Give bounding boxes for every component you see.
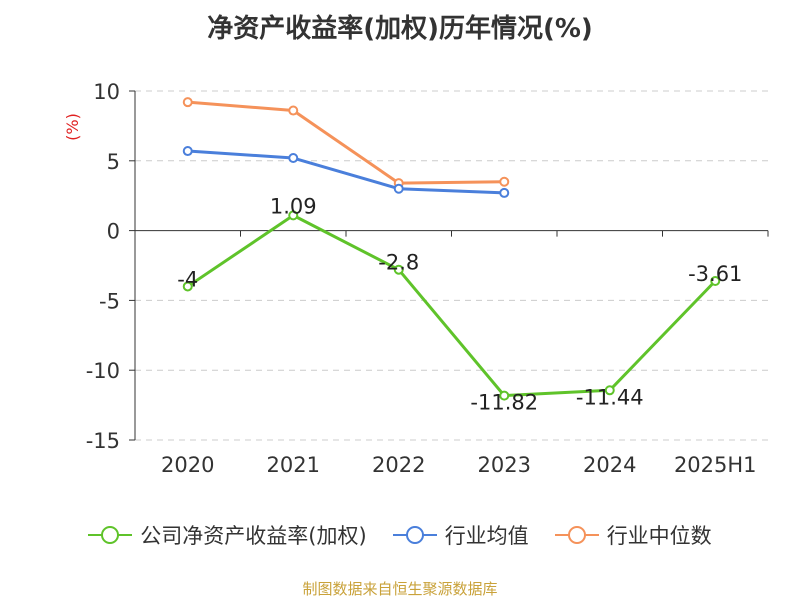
data-label: -4 — [177, 267, 198, 291]
data-point — [182, 146, 193, 157]
legend-marker-industry-median-icon — [554, 526, 599, 544]
data-source: 制图数据来自恒生聚源数据库 — [302, 580, 498, 598]
y-tick-label: -5 — [99, 289, 120, 313]
data-point — [182, 281, 193, 292]
legend-label-industry-mean: 行业均值 — [444, 524, 529, 548]
y-tick-label: 0 — [107, 220, 120, 244]
y-tick-label: 10 — [93, 80, 120, 104]
x-tick-label: 2022 — [372, 453, 425, 477]
data-point — [288, 153, 299, 164]
data-point — [499, 187, 510, 198]
chart-title: 净资产收益率(加权)历年情况(%) — [207, 14, 593, 44]
legend-marker-company-icon — [88, 526, 133, 544]
y-tick-label: -15 — [86, 429, 120, 453]
x-tick-label: 2021 — [267, 453, 320, 477]
data-point — [182, 97, 193, 108]
y-tick-label: -10 — [86, 359, 120, 383]
data-point — [288, 105, 299, 116]
series-line-2 — [187, 100, 505, 185]
legend: 公司净资产收益率(加权) 行业均值 行业中位数 — [0, 520, 800, 550]
series-line-0 — [186, 213, 717, 398]
x-tick-label: 2023 — [478, 453, 531, 477]
data-label: -11.82 — [470, 391, 538, 415]
y-tick-label: 5 — [107, 150, 120, 174]
x-tick-label: 2024 — [583, 453, 636, 477]
legend-item-company[interactable]: 公司净资产收益率(加权) — [88, 520, 367, 550]
x-tick-label: 2025H1 — [674, 453, 757, 477]
legend-label-industry-median: 行业中位数 — [606, 524, 712, 548]
data-point — [499, 390, 510, 401]
data-label: 1.09 — [270, 194, 317, 218]
legend-label-company: 公司净资产收益率(加权) — [140, 524, 367, 548]
legend-marker-industry-mean-icon — [392, 526, 437, 544]
series-line-1 — [187, 149, 505, 195]
data-point — [499, 176, 510, 187]
data-label: -2.8 — [378, 251, 419, 275]
legend-item-industry-median[interactable]: 行业中位数 — [554, 520, 712, 550]
x-tick-label: 2020 — [161, 453, 214, 477]
data-label: -11.44 — [576, 385, 644, 409]
legend-item-industry-mean[interactable]: 行业均值 — [392, 520, 529, 550]
data-point — [710, 275, 721, 286]
data-point — [393, 183, 404, 194]
data-label: -3.61 — [688, 262, 742, 286]
data-point — [604, 385, 615, 396]
data-point — [393, 264, 404, 275]
data-point — [288, 210, 299, 221]
y-axis-label: (%) — [63, 113, 82, 141]
